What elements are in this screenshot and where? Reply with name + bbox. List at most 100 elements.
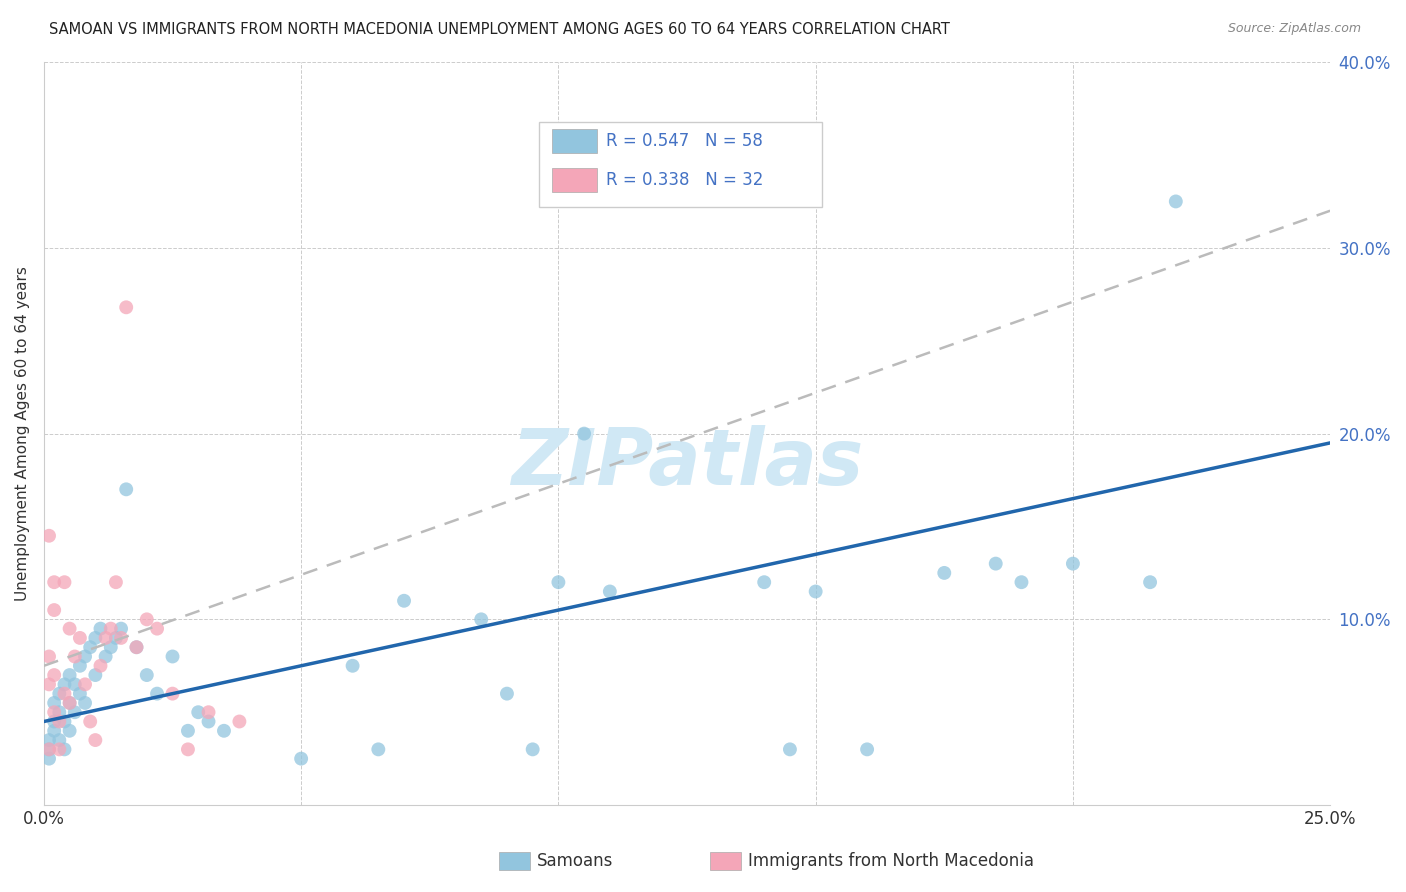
Point [59,696,82,710]
Point [63,649,86,664]
Point [59,622,82,636]
FancyBboxPatch shape [538,121,823,207]
Point [146,687,169,701]
Point [228,714,250,729]
Point [94,631,117,645]
FancyBboxPatch shape [553,129,598,153]
Point [110,631,132,645]
Point [63,677,86,691]
Point [84,631,107,645]
Point [856,742,879,756]
Point [496,687,519,701]
Point [125,640,148,655]
Point [38,649,60,664]
Point [84,733,107,747]
Point [38,742,60,756]
Point [197,714,219,729]
Point [59,668,82,682]
Point [48,687,70,701]
Point [38,742,60,756]
Point [53,742,76,756]
Point [804,584,827,599]
Point [135,668,157,682]
Point [162,687,184,701]
Point [44,575,66,590]
Point [38,529,60,543]
Point [1011,575,1033,590]
Point [187,705,209,719]
Point [44,696,66,710]
Point [69,658,91,673]
Text: ZIPatlas: ZIPatlas [510,425,863,501]
Point [53,714,76,729]
Point [104,631,127,645]
Point [48,705,70,719]
Point [69,631,91,645]
Point [63,705,86,719]
Text: Samoans: Samoans [537,852,613,870]
Point [94,649,117,664]
Point [84,668,107,682]
Text: SAMOAN VS IMMIGRANTS FROM NORTH MACEDONIA UNEMPLOYMENT AMONG AGES 60 TO 64 YEARS: SAMOAN VS IMMIGRANTS FROM NORTH MACEDONI… [49,22,950,37]
Point [44,723,66,738]
Point [48,742,70,756]
Point [79,714,101,729]
Point [69,687,91,701]
Point [38,751,60,765]
Point [100,622,122,636]
Point [984,557,1007,571]
Text: Immigrants from North Macedonia: Immigrants from North Macedonia [748,852,1033,870]
Point [53,575,76,590]
Point [162,649,184,664]
Point [44,714,66,729]
Point [177,723,200,738]
Point [779,742,801,756]
Point [212,723,235,738]
Point [754,575,776,590]
Text: Source: ZipAtlas.com: Source: ZipAtlas.com [1227,22,1361,36]
FancyBboxPatch shape [553,169,598,192]
Point [53,687,76,701]
Point [48,714,70,729]
Text: R = 0.338   N = 32: R = 0.338 N = 32 [606,171,763,189]
Point [89,622,111,636]
Point [48,733,70,747]
Point [115,483,138,497]
Point [104,575,127,590]
Point [135,612,157,626]
Point [470,612,492,626]
Point [44,603,66,617]
Point [1139,575,1161,590]
Point [115,301,138,315]
Point [599,584,621,599]
Point [290,751,312,765]
Point [38,733,60,747]
Point [547,575,569,590]
Point [38,677,60,691]
Point [934,566,956,580]
Point [522,742,544,756]
Point [1062,557,1084,571]
Text: R = 0.547   N = 58: R = 0.547 N = 58 [606,132,763,150]
Point [146,622,169,636]
Point [392,594,415,608]
Point [53,677,76,691]
Point [59,696,82,710]
Point [572,426,595,441]
Point [89,658,111,673]
Point [1164,194,1187,209]
Point [342,658,364,673]
Point [44,705,66,719]
Point [73,696,96,710]
Point [59,723,82,738]
Point [44,668,66,682]
Point [177,742,200,756]
Point [197,705,219,719]
Point [79,640,101,655]
Point [367,742,389,756]
Y-axis label: Unemployment Among Ages 60 to 64 years: Unemployment Among Ages 60 to 64 years [15,266,30,601]
Point [125,640,148,655]
Point [100,640,122,655]
Point [110,622,132,636]
Point [73,677,96,691]
